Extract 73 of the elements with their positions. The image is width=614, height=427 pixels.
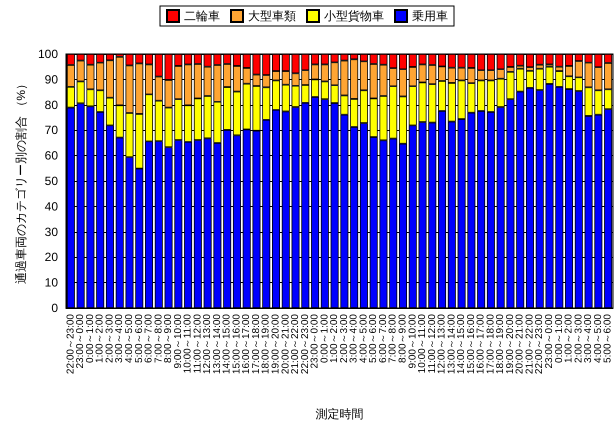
x-tick-label: 11:00～12:00 bbox=[426, 314, 438, 374]
x-tick-label: 12:00～13:00 bbox=[202, 314, 214, 374]
y-tick-label: 70 bbox=[44, 123, 58, 138]
y-tick-label: 100 bbox=[38, 47, 58, 61]
x-tick-label: 11:00～12:00 bbox=[192, 314, 204, 374]
x-tick-label: 5:00～6:00 bbox=[602, 314, 614, 363]
x-tick-label: 21:00～22:00 bbox=[290, 314, 302, 374]
x-tick-label: 22:00～23:00 bbox=[534, 314, 546, 374]
legend-label: 二輪車 bbox=[184, 9, 220, 23]
x-tick-label: 1:00～2:00 bbox=[564, 314, 575, 363]
x-tick-label: 10:00～11:00 bbox=[182, 314, 194, 374]
x-tick-label: 15:00～16:00 bbox=[466, 314, 477, 374]
x-tick-label: 8:00～9:00 bbox=[397, 314, 408, 363]
x-tick-label: 2:00～3:00 bbox=[573, 314, 584, 363]
y-tick-label: 20 bbox=[44, 250, 58, 264]
y-tick-label: 40 bbox=[44, 199, 58, 214]
x-tick-label: 1:00～2:00 bbox=[329, 314, 340, 363]
legend-label: 乗用車 bbox=[412, 9, 448, 23]
x-axis-title: 測定時間 bbox=[316, 407, 364, 421]
legend-label: 小型貨物車 bbox=[324, 9, 384, 23]
x-tick-label: 2:00～3:00 bbox=[104, 314, 116, 363]
x-tick-label: 16:00～17:00 bbox=[241, 314, 252, 374]
x-tick-label: 18:00～19:00 bbox=[495, 314, 506, 374]
y-tick-label: 50 bbox=[44, 174, 58, 188]
y-tick-label: 60 bbox=[44, 148, 58, 163]
x-tick-label: 9:00～10:00 bbox=[407, 314, 418, 368]
x-tick-label: 0:00～1:00 bbox=[84, 314, 96, 363]
y-axis-title: 通過車両のカテゴリー別の割合 （%） bbox=[14, 78, 28, 284]
x-tick-label: 5:00～6:00 bbox=[368, 314, 380, 363]
x-tick-label: 22:00～23:00 bbox=[300, 314, 311, 374]
x-tick-label: 13:00～14:00 bbox=[446, 314, 458, 374]
x-tick-label: 2:00～3:00 bbox=[338, 314, 350, 363]
x-tick-label: 20:00～21:00 bbox=[280, 314, 292, 374]
x-tick-label: 14:00～15:00 bbox=[456, 314, 468, 374]
x-tick-label: 13:00～14:00 bbox=[212, 314, 223, 374]
x-tick-label: 3:00～4:00 bbox=[583, 314, 594, 363]
x-tick-label: 6:00～7:00 bbox=[144, 314, 155, 363]
x-tick-label: 8:00～9:00 bbox=[163, 314, 174, 363]
x-tick-label: 0:00～1:00 bbox=[319, 314, 330, 363]
x-tick-label: 20:00～21:00 bbox=[514, 314, 526, 374]
x-tick-label: 12:00～13:00 bbox=[436, 314, 448, 374]
x-tick-label: 9:00～10:00 bbox=[172, 314, 184, 368]
x-tick-label: 17:00～18:00 bbox=[485, 314, 496, 374]
x-tick-label: 3:00～4:00 bbox=[114, 314, 126, 363]
x-tick-label: 1:00～2:00 bbox=[94, 314, 106, 363]
x-tick-label: 4:00～5:00 bbox=[124, 314, 135, 363]
legend-label: 大型車類 bbox=[248, 9, 296, 23]
x-tick-label: 3:00～4:00 bbox=[348, 314, 360, 363]
x-tick-label: 7:00～8:00 bbox=[153, 314, 164, 363]
y-tick-label: 90 bbox=[44, 72, 58, 86]
x-tick-label: 7:00～8:00 bbox=[388, 314, 399, 363]
x-tick-label: 16:00～17:00 bbox=[476, 314, 487, 374]
x-tick-label: 0:00～1:00 bbox=[554, 314, 565, 363]
x-tick-label: 23:00～0:00 bbox=[544, 314, 556, 368]
x-tick-label: 4:00～5:00 bbox=[358, 314, 370, 363]
y-tick-label: 30 bbox=[44, 224, 58, 239]
x-tick-label: 21:00～22:00 bbox=[524, 314, 536, 374]
y-tick-label: 0 bbox=[51, 301, 58, 315]
y-tick-label: 10 bbox=[44, 276, 58, 290]
x-tick-label: 23:00～0:00 bbox=[75, 314, 86, 368]
x-tick-label: 19:00～20:00 bbox=[504, 314, 516, 374]
x-tick-label: 10:00～11:00 bbox=[417, 314, 428, 374]
x-tick-label: 15:00～16:00 bbox=[231, 314, 242, 374]
x-tick-label: 14:00～15:00 bbox=[222, 314, 233, 374]
x-tick-label: 4:00～5:00 bbox=[592, 314, 604, 363]
x-tick-label: 17:00～18:00 bbox=[250, 314, 262, 374]
x-tick-label: 18:00～19:00 bbox=[260, 314, 272, 374]
x-tick-label: 22:00～23:00 bbox=[65, 314, 76, 374]
x-tick-label: 23:00～0:00 bbox=[310, 314, 321, 368]
x-tick-label: 19:00～20:00 bbox=[270, 314, 282, 374]
y-tick-label: 80 bbox=[44, 98, 58, 112]
x-tick-label: 5:00～6:00 bbox=[134, 314, 145, 363]
x-tick-label: 6:00～7:00 bbox=[378, 314, 389, 363]
